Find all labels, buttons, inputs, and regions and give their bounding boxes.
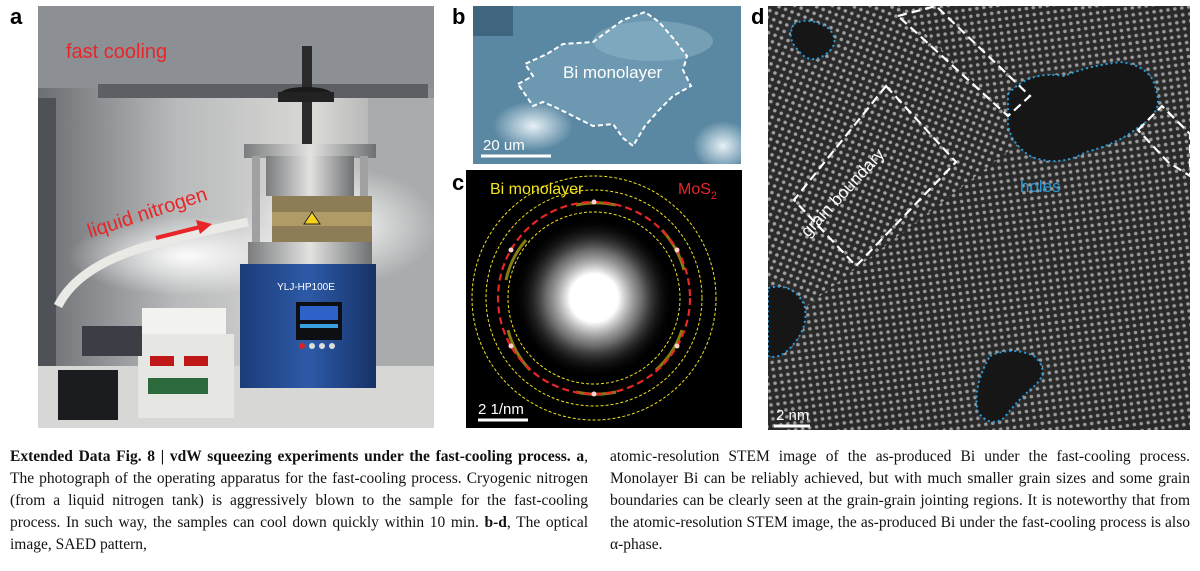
caption-left: Extended Data Fig. 8 | vdW squeezing exp… xyxy=(10,446,588,556)
panel-a-photo: YLJ-HP100E fast cooling liquid nitrogen xyxy=(38,6,434,428)
bi-ring-inner xyxy=(507,211,681,385)
bi-ring-outer-1 xyxy=(485,189,703,407)
scale-bar-d-label: 2 nm xyxy=(776,407,809,424)
holes-label: holes xyxy=(1020,177,1061,196)
device-label: YLJ-HP100E xyxy=(277,282,335,293)
figure-label: Extended Data Fig. 8 | vdW squeezing exp… xyxy=(10,448,571,465)
grain-boundary-box-1 xyxy=(792,84,958,268)
bi-monolayer-label: Bi monolayer xyxy=(563,63,663,82)
bi-monolayer-outline xyxy=(516,10,693,148)
holes xyxy=(768,19,1159,423)
caption-bd-label: b-d xyxy=(484,514,507,531)
nitrogen-hose xyxy=(53,217,249,309)
shelf xyxy=(98,84,428,98)
panel-d-stem: grain boundary holes 2 nm xyxy=(768,6,1190,430)
grain-left xyxy=(768,6,1028,336)
panel-letter-b: b xyxy=(452,4,466,29)
caption-a-label: a xyxy=(576,448,585,465)
nitrogen-arrow xyxy=(155,225,201,240)
scale-bar-c-label: 2 1/nm xyxy=(478,401,524,418)
mos2-legend: MoS2 xyxy=(678,181,717,202)
fast-cooling-label: fast cooling xyxy=(66,41,167,63)
grain-boundary-box-3 xyxy=(1136,104,1190,178)
panel-letter-c: c xyxy=(452,170,465,195)
scale-bar-b-label: 20 um xyxy=(483,137,525,154)
caption-bd-text: , The optical image, SAED pattern, xyxy=(10,514,589,553)
caption-a-text: , The photograph of the operating appara… xyxy=(10,448,588,531)
grain-boundary-box-2 xyxy=(895,6,1032,118)
temperature-controller xyxy=(138,334,234,418)
warning-icon xyxy=(303,211,321,225)
mos2-spots xyxy=(508,199,680,397)
panel-c-saed: Bi monolayer MoS2 2 1/nm xyxy=(466,170,742,428)
bi-ring-outer-2 xyxy=(471,175,717,421)
caption-right: atomic-resolution STEM image of the as-p… xyxy=(610,446,1190,556)
panel-letter-d: d xyxy=(751,4,765,29)
panel-letter-a: a xyxy=(10,4,23,29)
panel-b-optical: Bi monolayer 20 um xyxy=(473,6,741,164)
caption-right-text: atomic-resolution STEM image of the as-p… xyxy=(610,448,1190,553)
bi-monolayer-legend: Bi monolayer xyxy=(490,181,584,198)
